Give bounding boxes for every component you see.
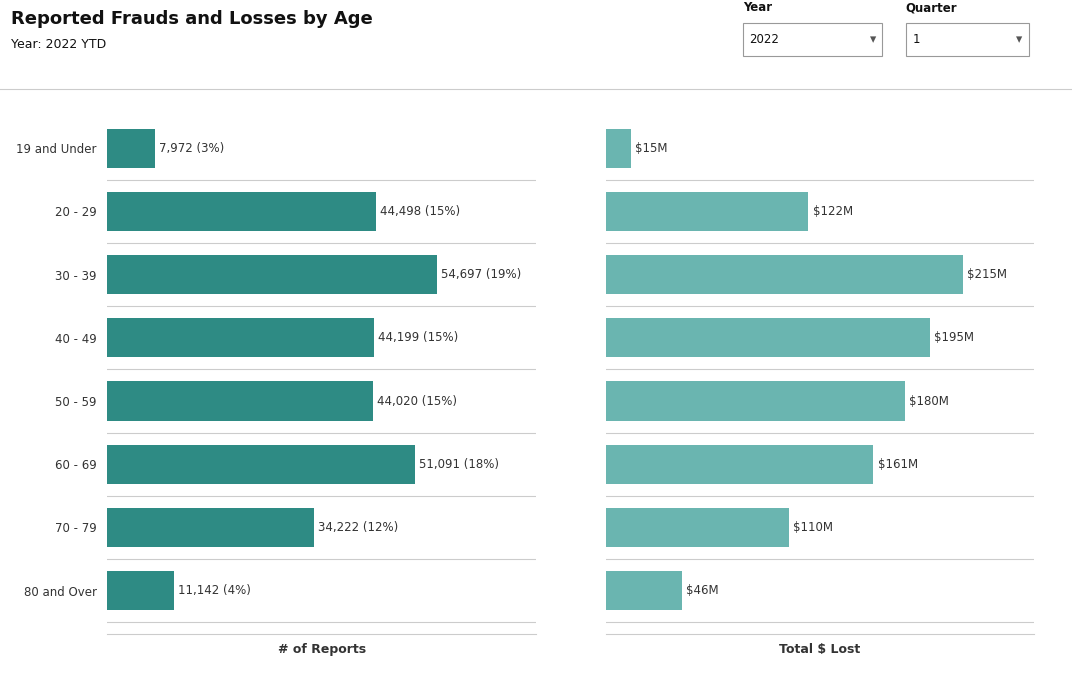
Text: 54,697 (19%): 54,697 (19%) xyxy=(441,268,521,281)
Bar xyxy=(107,255,437,294)
Text: $15M: $15M xyxy=(635,141,668,155)
Text: $195M: $195M xyxy=(934,331,974,344)
Text: 1: 1 xyxy=(912,33,920,46)
Bar xyxy=(107,319,374,358)
Text: Year: 2022 YTD: Year: 2022 YTD xyxy=(11,38,106,52)
Bar xyxy=(606,319,929,358)
Bar xyxy=(606,445,874,484)
Text: 11,142 (4%): 11,142 (4%) xyxy=(178,584,251,597)
Bar xyxy=(107,192,375,231)
Text: $180M: $180M xyxy=(909,395,949,408)
Text: Year: Year xyxy=(743,1,772,15)
Text: ▾: ▾ xyxy=(1016,33,1023,46)
Bar xyxy=(606,255,963,294)
Bar xyxy=(606,192,808,231)
Bar xyxy=(606,571,682,610)
Text: 34,222 (12%): 34,222 (12%) xyxy=(317,521,398,534)
Bar xyxy=(606,508,789,547)
X-axis label: Total $ Lost: Total $ Lost xyxy=(779,643,861,656)
Text: $110M: $110M xyxy=(793,521,833,534)
X-axis label: # of Reports: # of Reports xyxy=(278,643,366,656)
Text: 44,498 (15%): 44,498 (15%) xyxy=(379,205,460,218)
Bar xyxy=(107,445,415,484)
FancyBboxPatch shape xyxy=(906,23,1029,56)
Bar xyxy=(107,129,155,168)
Text: 44,020 (15%): 44,020 (15%) xyxy=(376,395,457,408)
Bar xyxy=(107,571,175,610)
Text: 44,199 (15%): 44,199 (15%) xyxy=(377,331,458,344)
Text: $161M: $161M xyxy=(878,458,918,470)
Bar xyxy=(606,381,905,420)
Text: $46M: $46M xyxy=(686,584,719,597)
Text: 51,091 (18%): 51,091 (18%) xyxy=(419,458,500,470)
Text: Quarter: Quarter xyxy=(906,1,957,15)
Text: 7,972 (3%): 7,972 (3%) xyxy=(160,141,224,155)
FancyBboxPatch shape xyxy=(743,23,882,56)
Bar xyxy=(606,129,630,168)
Text: $215M: $215M xyxy=(967,268,1008,281)
Text: $122M: $122M xyxy=(813,205,853,218)
Text: ▾: ▾ xyxy=(869,33,876,46)
Bar xyxy=(107,381,373,420)
Bar xyxy=(107,508,314,547)
Text: 2022: 2022 xyxy=(749,33,779,46)
Text: Reported Frauds and Losses by Age: Reported Frauds and Losses by Age xyxy=(11,10,372,29)
